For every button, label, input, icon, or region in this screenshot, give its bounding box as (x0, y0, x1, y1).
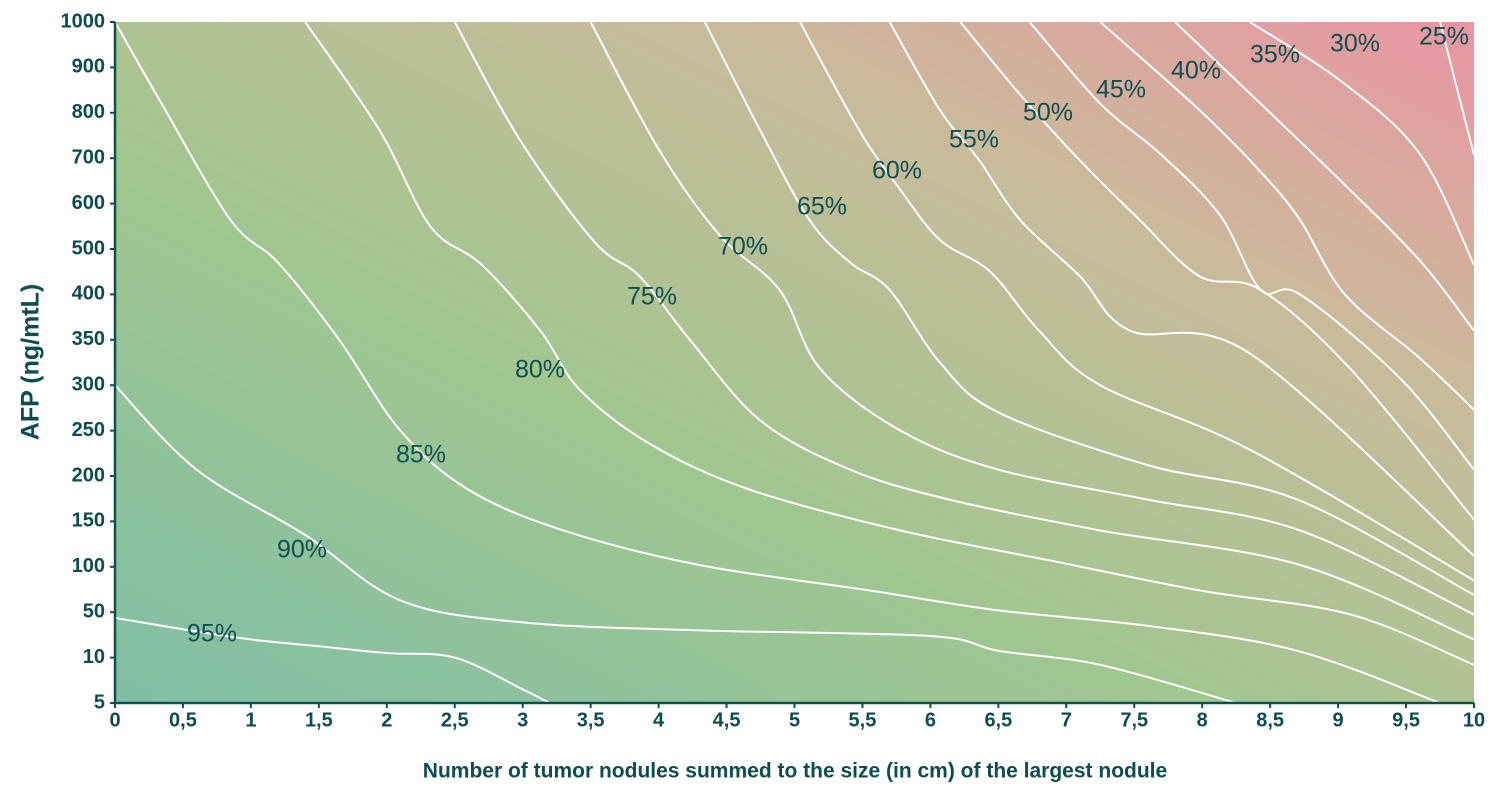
contour-label: 65% (797, 193, 847, 221)
x-tick-label: 2,5 (441, 709, 469, 731)
y-tick-label: 250 (72, 419, 105, 441)
contour-label: 40% (1171, 57, 1221, 85)
contour-label: 75% (627, 283, 677, 311)
contour-line (1439, 22, 1474, 156)
x-tick-label: 6,5 (984, 709, 1012, 731)
contour-line (703, 22, 1474, 596)
x-tick-label: 5,5 (849, 709, 877, 731)
x-tick-label: 10 (1463, 709, 1485, 731)
y-axis-title: AFP (ng/mtL) (17, 284, 45, 440)
y-tick-label: 200 (72, 464, 105, 486)
contour-line (1028, 22, 1474, 471)
y-tick-label: 400 (72, 283, 105, 305)
y-tick-label: 50 (83, 600, 105, 622)
y-tick-label: 700 (72, 146, 105, 168)
contour-label: 80% (515, 356, 565, 384)
contour-lines (115, 22, 1474, 703)
y-tick-label: 800 (72, 101, 105, 123)
contour-line (799, 22, 1474, 582)
contour-label: 50% (1023, 99, 1073, 127)
x-tick-label: 3,5 (577, 709, 605, 731)
x-tick-label: 9,5 (1392, 709, 1420, 731)
y-tick-label: 150 (72, 510, 105, 532)
y-tick-label: 500 (72, 237, 105, 259)
contour-line (115, 616, 551, 703)
x-tick-label: 1 (245, 709, 256, 731)
x-tick-label: 2 (381, 709, 392, 731)
y-tick-label: 10 (83, 646, 105, 668)
y-tick-label: 900 (72, 56, 105, 78)
contour-label: 30% (1330, 30, 1380, 58)
contour-line (888, 22, 1474, 557)
contour-line (1099, 22, 1474, 411)
contour-line (1174, 22, 1474, 332)
contour-line (453, 22, 1474, 641)
y-tick-label: 600 (72, 192, 105, 214)
contour-line (1249, 22, 1474, 266)
contour-label: 70% (718, 233, 768, 261)
contour-line (115, 384, 1237, 703)
x-tick-label: 9 (1333, 709, 1344, 731)
x-tick-label: 4,5 (713, 709, 741, 731)
y-tick-label: 100 (72, 555, 105, 577)
x-tick-label: 7,5 (1120, 709, 1148, 731)
contour-label: 35% (1250, 41, 1300, 69)
x-tick-label: 7 (1061, 709, 1072, 731)
plot-area (115, 22, 1474, 703)
contour-label: 85% (396, 441, 446, 469)
contour-line (304, 22, 1474, 666)
contour-labels: 95% 90% 85% 80% 75% 70% 65% 60% 55% 50% 45% 40% 35% 3… (187, 23, 1469, 648)
x-tick-label: 4 (653, 709, 665, 731)
contour-label: 60% (872, 157, 922, 185)
contour-label: 55% (949, 126, 999, 154)
x-tick-label: 8,5 (1256, 709, 1284, 731)
x-tick-label: 0 (109, 709, 120, 731)
y-tick-label: 1000 (61, 10, 106, 32)
y-tick-label: 5 (94, 691, 105, 713)
contour-label: 95% (187, 620, 237, 648)
x-tick-label: 0,5 (169, 709, 197, 731)
x-tick-label: 3 (517, 709, 528, 731)
contour-line (959, 22, 1474, 521)
x-tick-label: 5 (789, 709, 800, 731)
contour-line (589, 22, 1474, 616)
y-tick-label: 300 (72, 373, 105, 395)
y-tick-label: 350 (72, 328, 105, 350)
contour-label: 25% (1419, 23, 1469, 51)
contour-label: 90% (277, 536, 327, 564)
x-tick-label: 8 (1197, 709, 1208, 731)
contour-line (115, 22, 1441, 703)
x-axis-title: Number of tumor nodules summed to the si… (423, 760, 1167, 783)
x-tick-label: 6 (925, 709, 936, 731)
x-tick-label: 1,5 (305, 709, 333, 731)
contour-label: 45% (1096, 76, 1146, 104)
